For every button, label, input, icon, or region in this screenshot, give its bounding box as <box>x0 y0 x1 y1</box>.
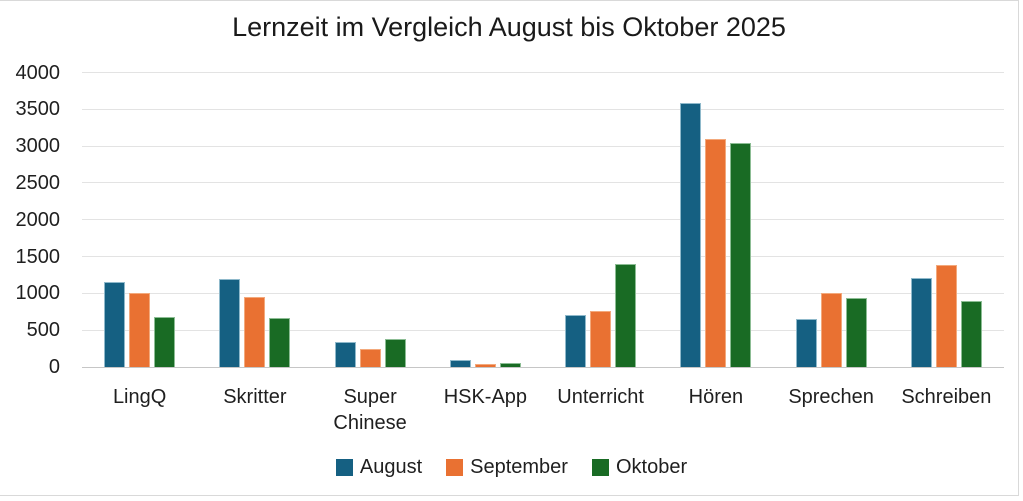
bar-august <box>219 278 241 367</box>
bar-september <box>359 348 381 367</box>
chart-title: Lernzeit im Vergleich August bis Oktober… <box>232 12 786 42</box>
bar-oktober <box>499 362 521 367</box>
bar-group <box>449 360 521 367</box>
bar-september <box>590 311 612 367</box>
y-axis-tick-label: 1500 <box>15 245 61 268</box>
x-axis: LingQ Skritter Super Chinese HSK-App Unterri… <box>82 384 1004 446</box>
bar-group <box>219 278 291 367</box>
bar-august <box>104 282 126 367</box>
legend: August September Oktober <box>0 456 1023 479</box>
gridline <box>82 329 1004 331</box>
y-axis-tick-label: 3500 <box>15 98 61 121</box>
bar-group <box>795 293 867 367</box>
legend-item: Oktober <box>591 456 688 479</box>
x-axis-label: Super Chinese <box>333 386 407 434</box>
chart-frame-right-border <box>1018 0 1019 496</box>
bar-august <box>795 319 817 367</box>
x-axis-label: Hören <box>688 386 744 408</box>
bar-group <box>334 339 406 367</box>
bar-oktober <box>384 339 406 367</box>
x-axis-label: Unterricht <box>557 386 644 408</box>
bar-september <box>705 138 727 367</box>
bar-august <box>910 277 932 367</box>
y-axis-tick-label: 0 <box>48 356 60 378</box>
legend-label: August <box>359 456 423 478</box>
chart-frame-top-border <box>0 0 1019 1</box>
legend-label: Oktober <box>615 456 688 478</box>
bar-september <box>129 293 151 367</box>
x-axis-label: LingQ <box>112 386 167 408</box>
y-axis-tick-label: 1000 <box>15 282 61 305</box>
gridline <box>82 182 1004 184</box>
bar-oktober <box>615 263 637 367</box>
gridline <box>82 72 1004 73</box>
chart-frame-bottom-border <box>0 495 1019 496</box>
gridline <box>82 292 1004 294</box>
bar-oktober <box>845 297 867 367</box>
legend-swatch-icon <box>335 459 353 476</box>
x-axis-label: Skritter <box>223 386 287 408</box>
bar-august <box>449 360 471 367</box>
bar-oktober <box>154 316 176 367</box>
bar-oktober <box>730 143 752 367</box>
gridline <box>82 108 1004 110</box>
legend-swatch-icon <box>591 459 609 476</box>
bar-group <box>910 265 982 367</box>
y-axis-tick-label: 2000 <box>15 208 61 231</box>
y-axis-tick-label: 500 <box>26 319 60 342</box>
x-axis-label: HSK-App <box>443 386 528 408</box>
y-axis-tick-label: 2500 <box>15 171 61 194</box>
bar-oktober <box>269 317 291 367</box>
plot-area <box>82 72 1004 368</box>
bar-september <box>820 293 842 367</box>
bar-september <box>244 297 266 367</box>
legend-item: September <box>446 456 568 479</box>
bar-august <box>565 315 587 367</box>
bar-august <box>680 103 702 367</box>
bar-august <box>334 341 356 367</box>
x-axis-label: Sprechen <box>788 386 874 408</box>
x-axis-label: Schreiben <box>901 386 992 408</box>
bar-oktober <box>960 300 982 367</box>
bar-group <box>104 282 176 367</box>
gridline <box>82 256 1004 258</box>
gridline <box>82 219 1004 221</box>
bar-group <box>565 263 637 367</box>
bar-september <box>474 364 496 367</box>
x-axis-line <box>82 367 1004 368</box>
bar-september <box>935 265 957 367</box>
legend-label: September <box>470 456 568 478</box>
bar-group <box>680 103 752 367</box>
y-axis-tick-label: 3000 <box>15 135 61 158</box>
legend-item: August <box>335 456 423 479</box>
legend-swatch-icon <box>446 459 464 476</box>
y-axis-tick-label: 4000 <box>15 61 61 84</box>
gridline <box>82 145 1004 147</box>
